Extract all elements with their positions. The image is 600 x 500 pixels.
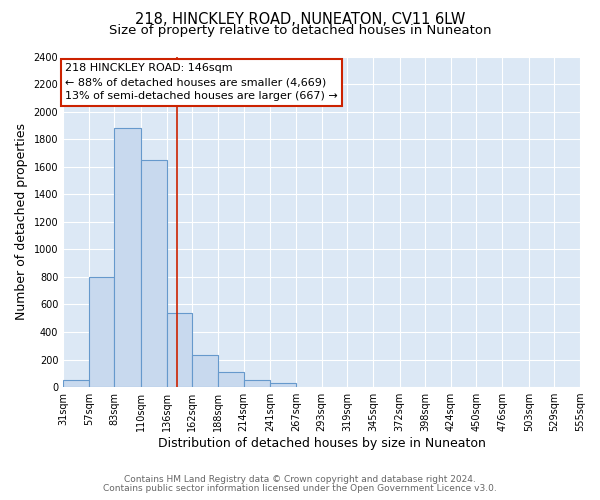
Text: Contains HM Land Registry data © Crown copyright and database right 2024.: Contains HM Land Registry data © Crown c… bbox=[124, 475, 476, 484]
Text: 218 HINCKLEY ROAD: 146sqm
← 88% of detached houses are smaller (4,669)
13% of se: 218 HINCKLEY ROAD: 146sqm ← 88% of detac… bbox=[65, 64, 338, 102]
X-axis label: Distribution of detached houses by size in Nuneaton: Distribution of detached houses by size … bbox=[158, 437, 485, 450]
Bar bbox=[89, 277, 115, 387]
Bar bbox=[218, 372, 244, 387]
Bar bbox=[115, 128, 141, 387]
Bar bbox=[167, 312, 193, 387]
Text: Contains public sector information licensed under the Open Government Licence v3: Contains public sector information licen… bbox=[103, 484, 497, 493]
Bar bbox=[193, 354, 218, 387]
Bar bbox=[63, 380, 89, 387]
Bar bbox=[270, 383, 296, 387]
Bar bbox=[141, 160, 167, 387]
Text: 218, HINCKLEY ROAD, NUNEATON, CV11 6LW: 218, HINCKLEY ROAD, NUNEATON, CV11 6LW bbox=[135, 12, 465, 28]
Bar bbox=[244, 380, 270, 387]
Y-axis label: Number of detached properties: Number of detached properties bbox=[15, 124, 28, 320]
Text: Size of property relative to detached houses in Nuneaton: Size of property relative to detached ho… bbox=[109, 24, 491, 37]
